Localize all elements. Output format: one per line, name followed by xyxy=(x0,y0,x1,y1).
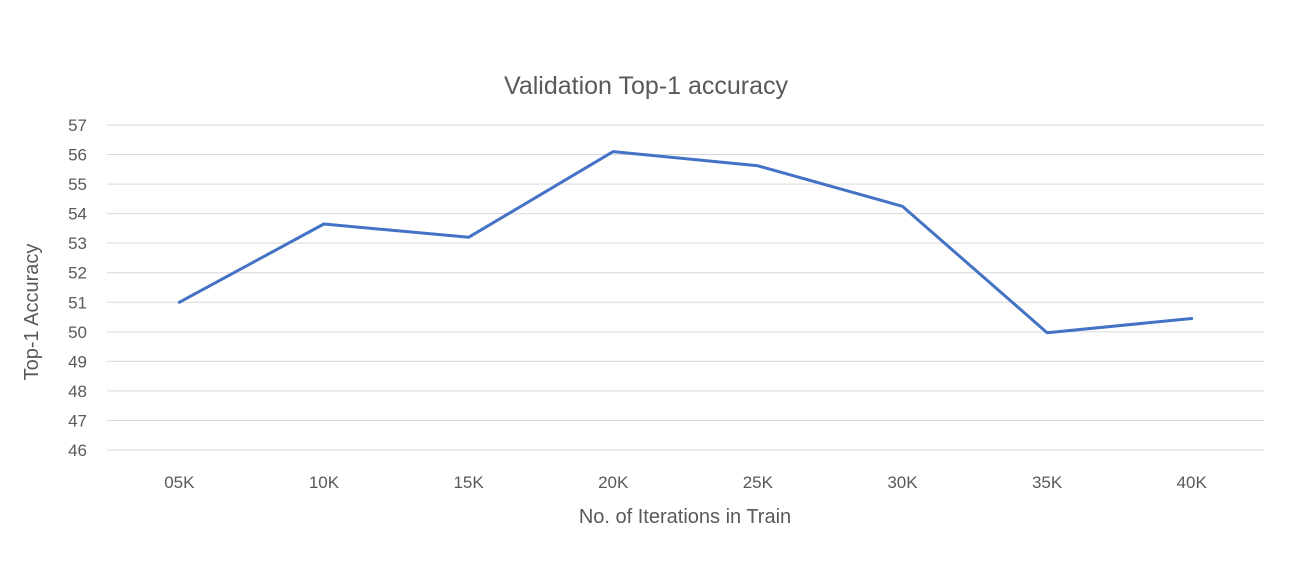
y-tick-label: 47 xyxy=(68,411,87,430)
x-tick-label: 15K xyxy=(453,473,484,492)
y-tick-label: 54 xyxy=(68,205,87,224)
y-tick-label: 46 xyxy=(68,441,87,460)
y-tick-label: 53 xyxy=(68,234,87,253)
y-tick-label: 52 xyxy=(68,264,87,283)
x-tick-label: 35K xyxy=(1032,473,1063,492)
x-tick-label: 30K xyxy=(887,473,918,492)
x-tick-label: 10K xyxy=(309,473,340,492)
x-tick-label: 20K xyxy=(598,473,629,492)
y-tick-label: 56 xyxy=(68,146,87,165)
chart-title: Validation Top-1 accuracy xyxy=(504,72,788,100)
x-tick-label: 40K xyxy=(1177,473,1208,492)
y-tick-label: 51 xyxy=(68,293,87,312)
series-layer xyxy=(177,150,1194,335)
y-axis-tick-labels: 46 47 48 49 50 51 52 53 54 55 56 57 xyxy=(68,116,87,460)
x-tick-label: 25K xyxy=(743,473,774,492)
series-line-0 xyxy=(177,150,1194,335)
y-tick-label: 49 xyxy=(68,352,87,371)
y-tick-label: 55 xyxy=(68,175,87,194)
y-tick-label: 57 xyxy=(68,116,87,135)
x-tick-label: 05K xyxy=(164,473,195,492)
y-tick-label: 48 xyxy=(68,382,87,401)
y-axis-title: Top-1 Accuracy xyxy=(21,244,43,381)
gridlines xyxy=(107,124,1264,451)
x-axis-tick-labels: 05K 10K 15K 20K 25K 30K 35K 40K xyxy=(164,473,1207,492)
x-axis-title: No. of Iterations in Train xyxy=(579,506,791,528)
y-tick-label: 50 xyxy=(68,323,87,342)
